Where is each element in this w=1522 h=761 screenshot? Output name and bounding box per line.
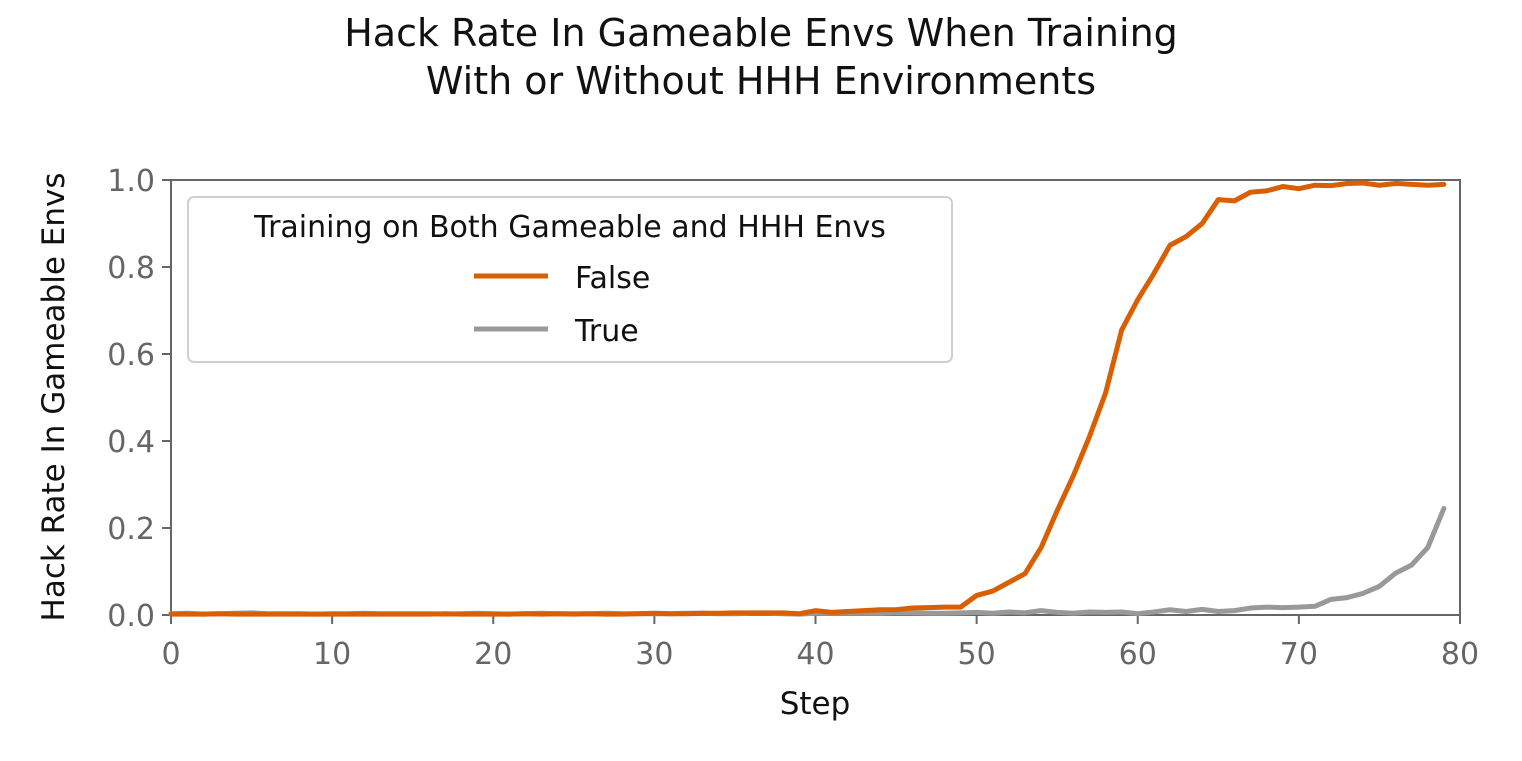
series-layer bbox=[168, 180, 1447, 617]
y-axis: 0.0 0.2 0.4 0.6 0.8 1.0 bbox=[107, 164, 171, 634]
legend-label-true: True bbox=[574, 314, 639, 349]
legend-title: Training on Both Gameable and HHH Envs bbox=[253, 210, 886, 245]
y-tick-label: 1.0 bbox=[107, 164, 155, 199]
legend-label-false: False bbox=[575, 261, 650, 296]
y-tick-label: 0.8 bbox=[107, 251, 155, 286]
x-tick-label: 10 bbox=[313, 637, 351, 672]
x-axis: 0 10 20 30 40 50 60 70 80 bbox=[161, 615, 1479, 672]
x-tick-label: 70 bbox=[1280, 637, 1318, 672]
series-line-false bbox=[168, 180, 1447, 617]
legend: Training on Both Gameable and HHH Envs F… bbox=[187, 196, 953, 363]
x-tick-label: 20 bbox=[474, 637, 512, 672]
y-tick-label: 0.4 bbox=[107, 425, 155, 460]
x-tick-label: 50 bbox=[958, 637, 996, 672]
x-axis-label: Step bbox=[780, 686, 851, 722]
chart-title-line-2: With or Without HHH Environments bbox=[426, 59, 1096, 103]
x-tick-label: 80 bbox=[1441, 637, 1479, 672]
chart-title-line-1: Hack Rate In Gameable Envs When Training bbox=[344, 11, 1178, 55]
y-tick-label: 0.2 bbox=[107, 512, 155, 547]
y-tick-label: 0.6 bbox=[107, 338, 155, 373]
x-tick-label: 60 bbox=[1119, 637, 1157, 672]
series-line-true bbox=[168, 505, 1447, 617]
x-tick-label: 40 bbox=[796, 637, 834, 672]
x-tick-label: 30 bbox=[635, 637, 673, 672]
y-tick-label: 0.0 bbox=[107, 599, 155, 634]
y-axis-label: Hack Rate In Gameable Envs bbox=[36, 173, 72, 622]
x-tick-label: 0 bbox=[161, 637, 180, 672]
legend-box bbox=[187, 196, 953, 363]
